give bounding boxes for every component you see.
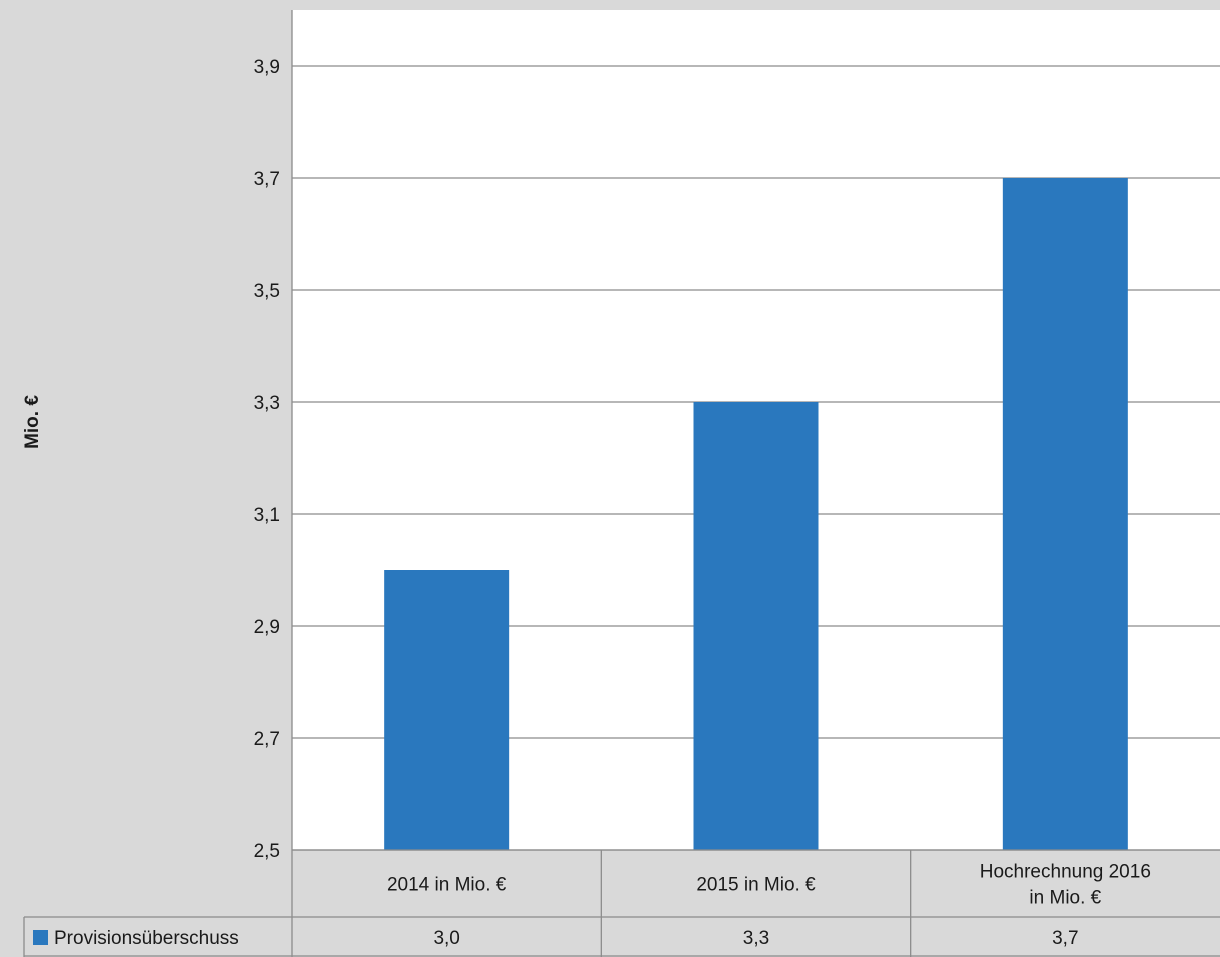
bar — [693, 402, 819, 850]
y-tick-label: 3,5 — [254, 281, 280, 302]
y-tick-label: 2,5 — [254, 841, 280, 862]
y-axis-ticks: 2,5 2,7 2,9 3,1 3,3 3,5 3,7 3,9 — [254, 57, 280, 862]
category-label: 2014 in Mio. € — [387, 875, 507, 896]
category-label: in Mio. € — [1029, 888, 1101, 909]
data-value-label: 3,3 — [743, 928, 769, 949]
category-label: Hochrechnung 2016 — [980, 862, 1151, 883]
data-value-label: 3,0 — [433, 928, 459, 949]
y-tick-label: 3,3 — [254, 393, 280, 414]
category-label: 2015 in Mio. € — [696, 875, 816, 896]
y-tick-label: 3,9 — [254, 57, 280, 78]
legend-swatch — [33, 930, 48, 945]
data-table: 2014 in Mio. € 2015 in Mio. € Hochrechnung… — [23, 849, 1220, 957]
legend-series-name: Provisionsüberschuss — [54, 928, 239, 949]
bar — [384, 570, 510, 850]
bars — [384, 178, 1128, 850]
y-tick-label: 3,7 — [254, 169, 280, 190]
y-tick-label: 2,9 — [254, 617, 280, 638]
y-axis-label: Mio. € — [22, 395, 43, 449]
bar — [1002, 178, 1128, 850]
y-tick-label: 3,1 — [254, 505, 280, 526]
data-value-label: 3,7 — [1052, 928, 1078, 949]
y-tick-label: 2,7 — [254, 729, 280, 750]
